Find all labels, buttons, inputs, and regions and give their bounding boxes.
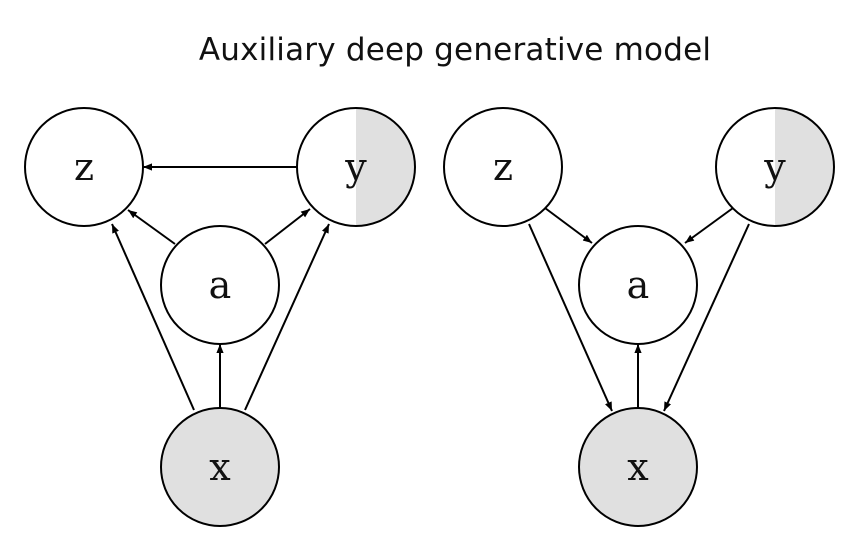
node-label-y: y — [763, 145, 786, 189]
left-graph: z y a x — [24, 107, 416, 527]
edge-y-to-x — [663, 223, 750, 412]
node-a: a — [160, 225, 280, 345]
edge-y-to-a — [684, 207, 734, 244]
node-z: z — [24, 107, 144, 227]
node-x: x — [578, 407, 698, 527]
node-label-z: z — [493, 145, 513, 189]
node-y: y — [715, 107, 835, 227]
node-a: a — [578, 225, 698, 345]
edge-x-to-y — [244, 223, 330, 411]
node-label-z: z — [74, 145, 94, 189]
node-y: y — [296, 107, 416, 227]
node-z: z — [443, 107, 563, 227]
edge-a-to-y — [264, 208, 311, 245]
node-label-a: a — [209, 263, 232, 307]
node-label-a: a — [627, 263, 650, 307]
node-x: x — [160, 407, 280, 527]
right-graph: z y a x — [443, 107, 835, 527]
edge-z-to-a — [544, 207, 593, 244]
node-label-y: y — [344, 145, 367, 189]
edge-a-to-z — [127, 209, 176, 245]
node-label-x: x — [627, 445, 648, 489]
edge-x-to-z — [111, 223, 195, 411]
node-label-x: x — [209, 445, 230, 489]
diagram-title: Auxiliary deep generative model — [198, 32, 712, 68]
edge-z-to-x — [528, 223, 613, 412]
